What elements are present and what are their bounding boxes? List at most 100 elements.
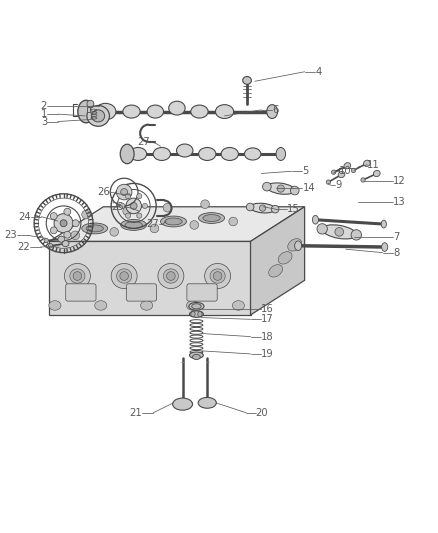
Ellipse shape [276, 148, 286, 160]
Ellipse shape [191, 105, 208, 118]
Ellipse shape [129, 148, 147, 160]
Text: 2: 2 [41, 101, 47, 110]
Ellipse shape [125, 222, 142, 229]
Ellipse shape [221, 148, 238, 160]
Ellipse shape [87, 106, 110, 126]
Ellipse shape [351, 168, 356, 173]
Circle shape [60, 220, 67, 227]
Ellipse shape [332, 170, 336, 174]
Text: 1: 1 [41, 109, 47, 119]
Circle shape [64, 231, 71, 238]
Text: 6: 6 [272, 105, 279, 115]
Ellipse shape [190, 352, 203, 359]
Ellipse shape [95, 103, 116, 120]
Text: 27: 27 [146, 219, 159, 229]
Ellipse shape [198, 148, 216, 160]
Ellipse shape [210, 269, 225, 283]
Circle shape [50, 213, 57, 220]
Text: 25: 25 [111, 202, 124, 212]
Ellipse shape [295, 241, 302, 251]
Circle shape [271, 205, 279, 213]
Circle shape [137, 193, 142, 199]
Text: 8: 8 [393, 248, 399, 257]
Circle shape [351, 230, 361, 240]
Text: 14: 14 [303, 183, 315, 193]
Ellipse shape [338, 172, 345, 177]
Ellipse shape [190, 311, 203, 317]
Ellipse shape [189, 302, 204, 310]
Ellipse shape [267, 183, 295, 195]
Ellipse shape [322, 225, 357, 239]
Circle shape [121, 189, 127, 196]
Text: 18: 18 [261, 332, 274, 342]
Circle shape [71, 231, 80, 240]
Ellipse shape [326, 180, 331, 184]
Text: 21: 21 [130, 408, 142, 418]
Text: 19: 19 [261, 349, 274, 359]
Text: 20: 20 [256, 408, 268, 418]
Ellipse shape [62, 240, 69, 247]
Ellipse shape [58, 236, 65, 242]
Circle shape [123, 207, 131, 215]
Ellipse shape [198, 398, 216, 408]
Ellipse shape [49, 301, 61, 310]
Circle shape [163, 203, 172, 212]
Ellipse shape [70, 269, 85, 283]
Text: 26: 26 [97, 187, 110, 197]
Polygon shape [251, 207, 304, 315]
Circle shape [72, 220, 79, 227]
Text: 4: 4 [315, 67, 321, 77]
Ellipse shape [244, 148, 261, 160]
Text: 7: 7 [393, 232, 400, 242]
Ellipse shape [215, 104, 233, 118]
Ellipse shape [165, 218, 182, 225]
Circle shape [290, 186, 299, 195]
Ellipse shape [192, 304, 201, 309]
Ellipse shape [95, 301, 107, 310]
Text: 24: 24 [18, 212, 31, 222]
Ellipse shape [117, 269, 132, 283]
Ellipse shape [163, 269, 178, 283]
Ellipse shape [121, 220, 147, 230]
Ellipse shape [198, 311, 202, 317]
Ellipse shape [198, 213, 225, 223]
Circle shape [150, 224, 159, 233]
Ellipse shape [86, 225, 103, 232]
Ellipse shape [203, 215, 220, 222]
Circle shape [120, 272, 128, 280]
Ellipse shape [361, 178, 365, 182]
Ellipse shape [173, 398, 193, 410]
Polygon shape [49, 241, 251, 315]
Ellipse shape [312, 215, 318, 224]
Ellipse shape [120, 144, 134, 164]
Circle shape [335, 228, 343, 236]
Text: 22: 22 [17, 242, 30, 252]
Ellipse shape [267, 104, 278, 118]
Ellipse shape [278, 252, 292, 264]
Circle shape [120, 203, 125, 208]
Circle shape [110, 228, 119, 236]
Circle shape [82, 210, 90, 219]
Ellipse shape [177, 144, 193, 157]
Ellipse shape [232, 301, 244, 310]
FancyBboxPatch shape [187, 284, 217, 301]
Ellipse shape [92, 110, 105, 122]
Ellipse shape [123, 105, 140, 118]
Text: 10: 10 [339, 166, 352, 176]
Polygon shape [87, 107, 90, 111]
Text: 16: 16 [261, 304, 274, 314]
Circle shape [229, 217, 237, 226]
Circle shape [130, 203, 137, 209]
FancyBboxPatch shape [126, 284, 157, 301]
Ellipse shape [187, 301, 198, 310]
Text: 5: 5 [303, 166, 309, 176]
Circle shape [87, 100, 94, 107]
Circle shape [125, 193, 131, 199]
Text: 11: 11 [367, 160, 380, 170]
Text: 27: 27 [138, 137, 150, 147]
FancyBboxPatch shape [66, 284, 96, 301]
Polygon shape [49, 207, 304, 241]
Circle shape [54, 214, 73, 233]
Ellipse shape [191, 311, 195, 317]
Text: 13: 13 [393, 197, 406, 207]
